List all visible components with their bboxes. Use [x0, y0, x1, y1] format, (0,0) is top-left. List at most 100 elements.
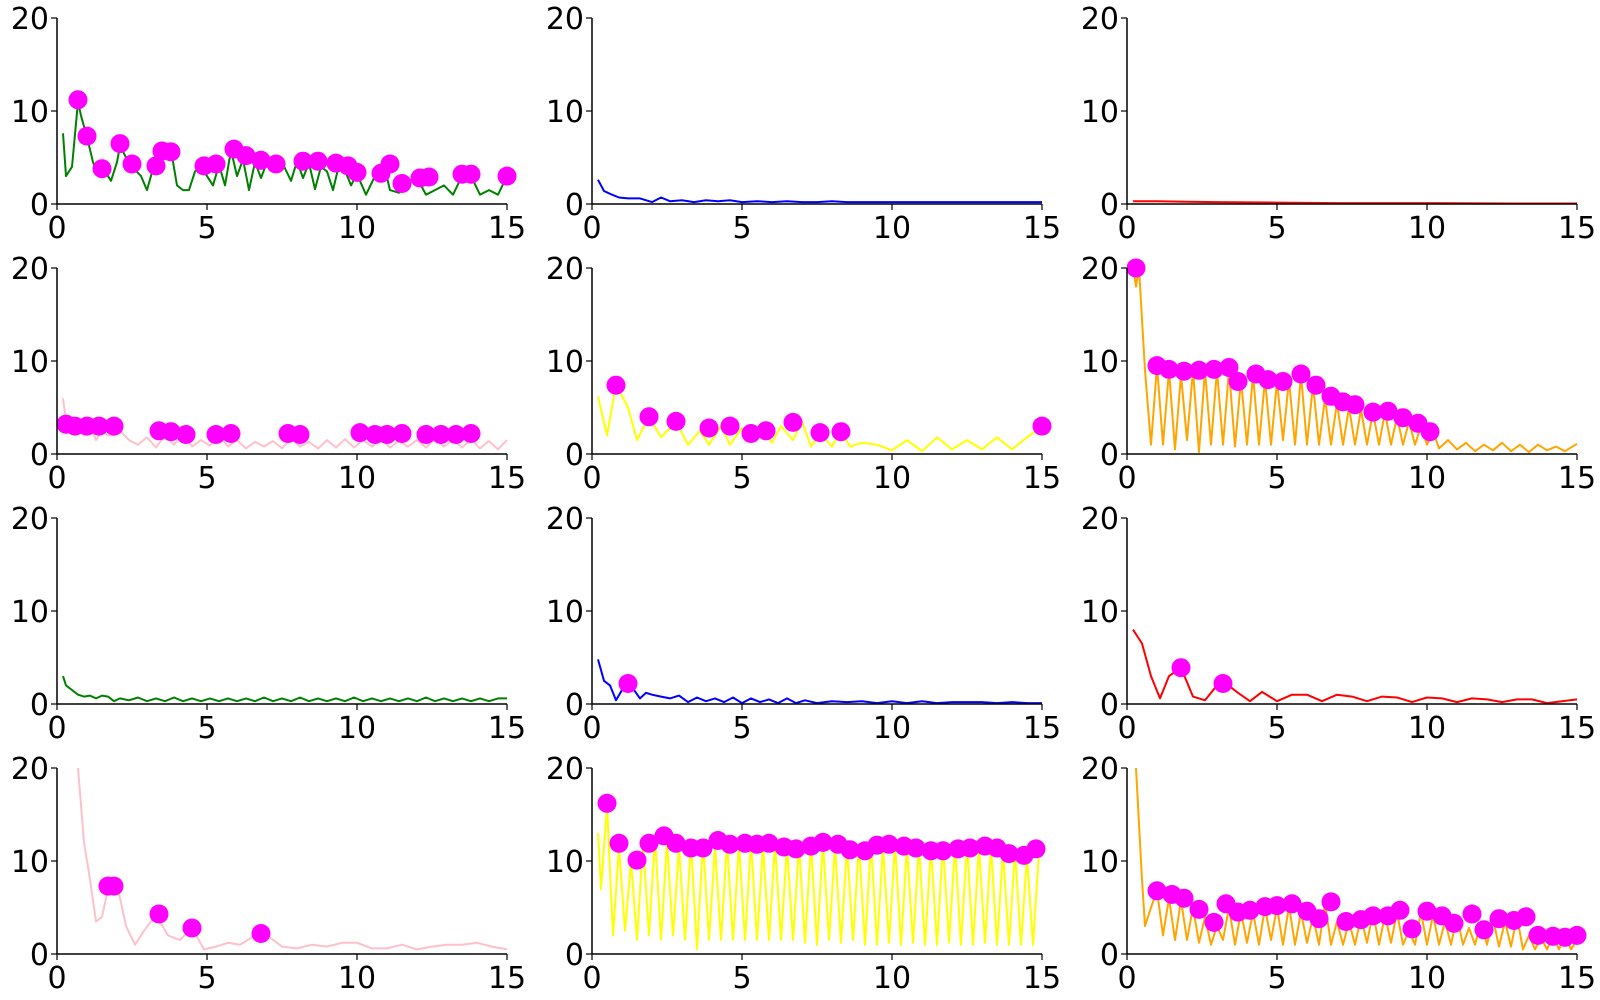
y-tick-label: 0 [565, 438, 584, 473]
x-tick-label: 0 [47, 211, 66, 246]
peak-marker [720, 834, 740, 854]
peak-marker [618, 674, 638, 693]
y-tick-label: 0 [30, 688, 49, 723]
peak-marker [1171, 658, 1191, 678]
peak-marker [377, 425, 397, 444]
peak-marker [1189, 360, 1209, 380]
x-tick-label: 10 [1408, 461, 1446, 496]
x-tick-label: 5 [732, 461, 751, 496]
peak-marker [161, 422, 181, 442]
peak-marker [206, 425, 226, 444]
peak-marker [251, 150, 271, 170]
series-line [77, 767, 508, 951]
y-tick-label: 0 [565, 188, 584, 223]
x-tick-label: 5 [1267, 711, 1286, 746]
peak-marker [161, 142, 181, 162]
x-tick-label: 15 [1023, 711, 1061, 746]
chart-panel-r2c2: 0 5 10 15 0 10 20 [546, 252, 1061, 496]
peak-marker [1390, 900, 1410, 920]
x-tick-label: 0 [582, 461, 601, 496]
y-tick-label: 20 [11, 2, 49, 37]
peak-marker [122, 154, 142, 174]
peak-marker [347, 162, 367, 182]
peak-marker [1321, 892, 1341, 912]
y-tick-label: 10 [11, 845, 49, 880]
x-tick-label: 5 [1267, 461, 1286, 496]
y-tick-label: 10 [1081, 595, 1119, 630]
peak-marker [290, 425, 310, 444]
peak-marker [1189, 899, 1209, 919]
x-tick-label: 10 [1408, 211, 1446, 246]
peak-marker [1345, 395, 1365, 415]
chart-panel-r1c1: 0 5 10 15 0 10 20 [11, 2, 526, 246]
x-tick-label: 5 [197, 211, 216, 246]
x-tick-label: 15 [1558, 711, 1596, 746]
peak-marker [1336, 912, 1356, 931]
peak-marker [1219, 358, 1239, 377]
x-tick-label: 5 [1267, 211, 1286, 246]
peak-marker [1273, 372, 1293, 391]
y-tick-label: 10 [11, 95, 49, 130]
x-tick-label: 5 [732, 961, 751, 996]
chart-panel-r4c1: 0 5 10 15 0 10 20 [11, 752, 526, 996]
peak-marker [1240, 900, 1260, 920]
peak-marker [293, 151, 313, 171]
peak-marker [960, 838, 980, 858]
y-tick-label: 10 [11, 595, 49, 630]
peak-marker [149, 904, 169, 924]
peak-marker [831, 422, 851, 442]
y-tick-label: 0 [565, 938, 584, 973]
peak-marker [92, 159, 112, 179]
series-line [1135, 767, 1578, 951]
series-line [62, 675, 507, 703]
peak-marker [77, 126, 97, 146]
peak-marker [1417, 901, 1437, 921]
y-tick-label: 20 [1081, 252, 1119, 287]
chart-panel-r2c3: 0 5 10 15 0 10 20 [1081, 252, 1596, 496]
peak-marker [666, 833, 686, 853]
peak-marker [1213, 674, 1233, 693]
y-tick-label: 10 [1081, 845, 1119, 880]
series-line [597, 804, 1042, 951]
peak-marker [1420, 422, 1440, 442]
peak-marker [176, 425, 196, 444]
series-line [597, 179, 1042, 204]
peak-marker [182, 918, 202, 938]
peak-marker [1147, 881, 1167, 901]
peak-marker [1567, 925, 1587, 945]
x-tick-label: 0 [47, 961, 66, 996]
x-tick-label: 0 [47, 461, 66, 496]
peak-marker [416, 425, 436, 444]
y-tick-label: 0 [30, 938, 49, 973]
y-tick-label: 20 [11, 252, 49, 287]
peak-marker [720, 416, 740, 436]
y-tick-label: 0 [1100, 438, 1119, 473]
peak-marker [1462, 904, 1482, 924]
y-tick-label: 0 [1100, 688, 1119, 723]
peak-marker [1489, 909, 1509, 929]
x-tick-label: 5 [197, 961, 216, 996]
x-tick-label: 15 [488, 211, 526, 246]
x-tick-label: 5 [732, 211, 751, 246]
x-tick-label: 10 [1408, 961, 1446, 996]
y-tick-label: 10 [11, 345, 49, 380]
peak-marker [392, 424, 412, 443]
x-tick-label: 0 [1117, 961, 1136, 996]
peak-marker [1282, 894, 1302, 914]
y-tick-label: 10 [1081, 95, 1119, 130]
x-tick-label: 10 [338, 961, 376, 996]
x-tick-label: 0 [582, 961, 601, 996]
x-tick-label: 5 [197, 461, 216, 496]
peak-marker [446, 425, 466, 444]
peak-marker [759, 833, 779, 853]
peak-marker [1026, 839, 1046, 859]
y-tick-label: 20 [546, 2, 584, 37]
chart-panel-r3c2: 0 5 10 15 0 10 20 [546, 502, 1061, 746]
x-tick-label: 10 [873, 461, 911, 496]
x-tick-label: 10 [873, 711, 911, 746]
peak-marker [1204, 359, 1224, 379]
chart-panel-r4c2: 0 5 10 15 0 10 20 [546, 752, 1061, 996]
y-tick-label: 0 [30, 438, 49, 473]
y-tick-label: 20 [11, 752, 49, 787]
peak-marker [1267, 896, 1287, 916]
